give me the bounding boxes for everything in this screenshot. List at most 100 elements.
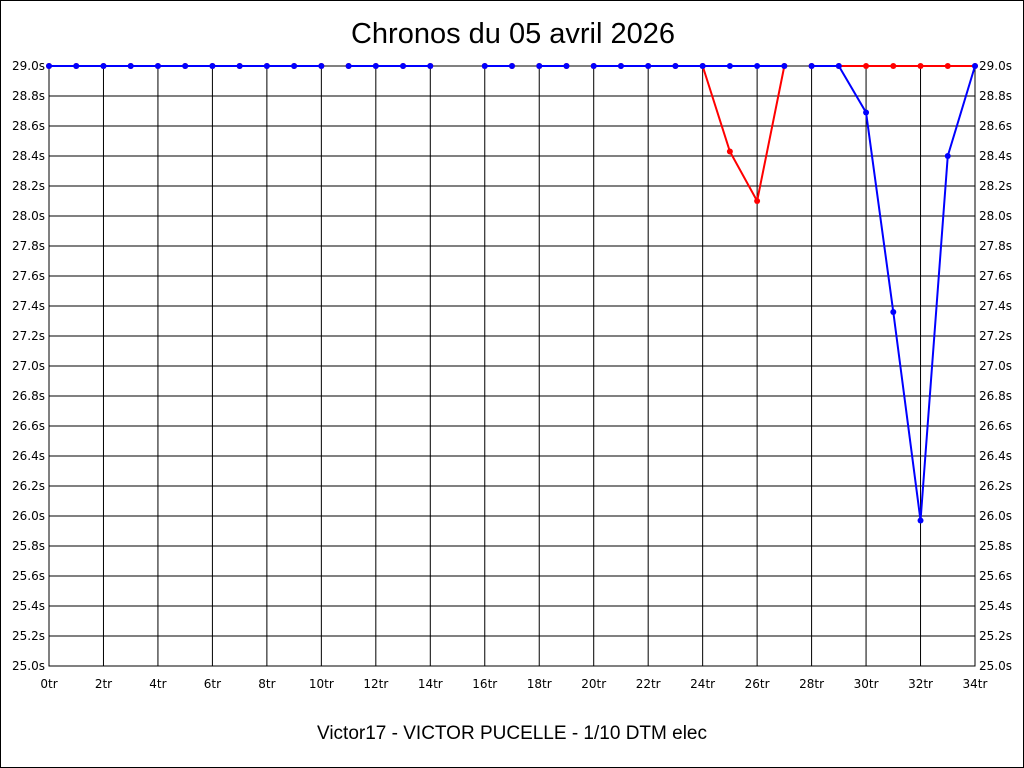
y-tick-label-left: 26.8s [12,389,45,403]
data-point [617,63,624,69]
data-point [890,63,897,69]
y-tick-label-left: 27.0s [12,359,45,373]
y-tick-label-left: 26.4s [12,449,45,463]
data-point [481,63,488,69]
data-point [672,63,679,69]
data-point [372,63,379,69]
y-tick-label-right: 27.0s [979,359,1012,373]
x-tick-label: 4tr [149,677,166,691]
y-tick-label-right: 28.4s [979,149,1012,163]
x-tick-label: 30tr [854,677,879,691]
x-tick-label: 28tr [799,677,824,691]
x-tick-label: 32tr [908,677,933,691]
y-tick-label-right: 26.4s [979,449,1012,463]
grid-lines [48,65,976,667]
y-tick-label-left: 27.8s [12,239,45,253]
data-point [781,63,788,69]
data-point [263,63,270,69]
data-point [509,63,515,69]
x-tick-label: 16tr [472,677,497,691]
x-tick-label: 10tr [309,677,334,691]
data-point [100,63,107,69]
tick-labels: 0tr 2tr 4tr 6tr 8tr 10tr 12tr 14tr 16tr 18tr 20tr 2… [12,59,1012,691]
data-point [400,63,407,69]
y-tick-label-left: 28.0s [12,209,45,223]
x-tick-label: 2tr [95,677,112,691]
data-point [754,198,761,204]
data-point [754,63,761,69]
x-tick-label: 26tr [745,677,770,691]
data-point [291,63,298,69]
x-tick-label: 18tr [527,677,552,691]
y-tick-label-left: 29.0s [12,59,45,73]
y-tick-label-right: 27.8s [979,239,1012,253]
y-tick-label-left: 26.6s [12,419,45,433]
data-point [917,63,924,69]
data-point [590,63,597,69]
y-tick-label-right: 28.6s [979,119,1012,133]
y-tick-label-left: 26.2s [12,479,45,493]
data-point [863,63,870,69]
y-tick-label-left: 25.4s [12,599,45,613]
data-point [73,63,80,69]
series-1 [46,63,978,524]
data-point [808,63,815,69]
y-tick-label-left: 28.2s [12,179,45,193]
y-tick-label-right: 28.8s [979,89,1012,103]
x-tick-label: 34tr [963,677,988,691]
y-tick-label-right: 25.6s [979,569,1012,583]
y-tick-label-right: 25.8s [979,539,1012,553]
data-point [890,309,897,315]
data-point [863,109,870,116]
x-tick-label: 22tr [636,677,661,691]
y-tick-label-left: 27.2s [12,329,45,343]
data-point [944,153,951,159]
x-tick-label: 6tr [204,677,221,691]
y-tick-label-right: 28.2s [979,179,1012,193]
data-point [563,63,570,69]
data-point [318,63,325,69]
data-point [236,63,243,69]
y-tick-label-right: 27.6s [979,269,1012,283]
data-point [154,63,161,69]
data-point [46,63,52,69]
y-tick-label-right: 26.0s [979,509,1012,523]
x-tick-label: 12tr [363,677,388,691]
data-point [699,63,706,69]
y-tick-label-left: 28.6s [12,119,45,133]
y-tick-label-right: 29.0s [979,59,1012,73]
chart-title: Chronos du 05 avril 2026 [351,18,675,50]
data-point [182,63,189,69]
y-tick-label-right: 25.0s [979,659,1012,673]
chart-subtitle: Victor17 - VICTOR PUCELLE - 1/10 DTM ele… [317,723,707,744]
y-tick-label-right: 25.2s [979,629,1012,643]
data-point [944,63,951,69]
data-point [536,63,543,69]
y-tick-label-left: 25.8s [12,539,45,553]
data-point [726,63,733,69]
y-tick-label-right: 26.6s [979,419,1012,433]
data-point [835,63,842,69]
series-layer [46,63,978,524]
data-point [427,63,434,69]
y-tick-label-left: 26.0s [12,509,45,523]
y-tick-label-left: 25.6s [12,569,45,583]
y-tick-label-left: 27.4s [12,299,45,313]
data-point [345,63,352,69]
x-tick-label: 0tr [40,677,57,691]
y-tick-label-right: 25.4s [979,599,1012,613]
x-tick-label: 8tr [258,677,275,691]
y-tick-label-left: 28.4s [12,149,45,163]
y-tick-label-right: 26.2s [979,479,1012,493]
x-tick-label: 14tr [418,677,443,691]
data-point [972,63,978,69]
y-tick-label-left: 25.0s [12,659,45,673]
data-point [917,517,924,524]
x-tick-label: 24tr [690,677,715,691]
y-tick-label-right: 27.4s [979,299,1012,313]
y-tick-label-right: 26.8s [979,389,1012,403]
data-point [127,63,134,69]
y-tick-label-left: 28.8s [12,89,45,103]
data-point [726,148,733,155]
